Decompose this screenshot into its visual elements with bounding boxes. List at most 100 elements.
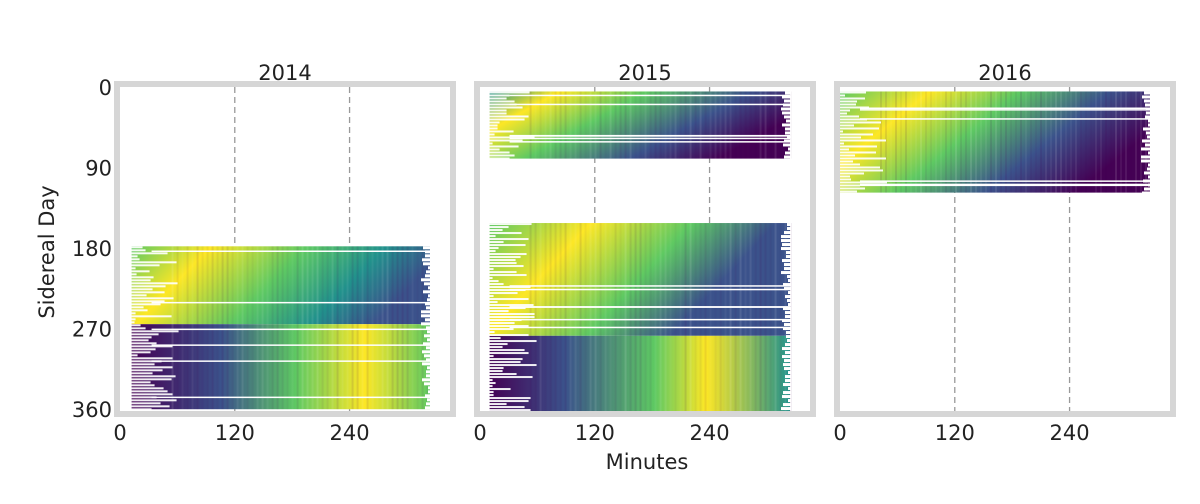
heatmap-stripe xyxy=(574,91,577,159)
heatmap-stripe xyxy=(764,91,767,159)
missing-data-edge xyxy=(1144,99,1151,103)
missing-data-edge xyxy=(130,399,177,402)
missing-data-edge xyxy=(488,109,507,112)
heatmap-stripe xyxy=(286,246,289,410)
heatmap-stripe xyxy=(356,246,359,410)
missing-data-edge xyxy=(488,112,507,115)
heatmap-stripe xyxy=(659,223,662,411)
missing-data-edge xyxy=(130,261,177,264)
missing-data-edge xyxy=(130,297,174,300)
missing-data-edge xyxy=(839,97,865,100)
missing-data-edge xyxy=(423,342,431,346)
missing-data-edge xyxy=(839,169,883,172)
missing-data-edge xyxy=(839,184,860,187)
y-tick-label: 270 xyxy=(72,318,112,342)
missing-data-edge xyxy=(784,155,791,159)
heatmap-stripe xyxy=(191,246,194,410)
heatmap-stripe xyxy=(1080,91,1082,193)
x-tick-label: 0 xyxy=(473,421,486,445)
heatmap-stripe xyxy=(554,223,557,411)
missing-data-edge xyxy=(785,379,791,383)
heatmap-stripe xyxy=(995,91,997,193)
heatmap-stripe xyxy=(649,91,652,159)
heatmap-stripe xyxy=(211,246,214,410)
missing-data-edge xyxy=(424,354,431,358)
heatmap-stripe xyxy=(1055,91,1057,193)
missing-data-edge xyxy=(488,391,494,394)
heatmap-block xyxy=(488,223,792,412)
missing-data-edge xyxy=(784,367,791,371)
missing-data-edge xyxy=(130,264,160,267)
missing-data-edge xyxy=(785,91,791,95)
missing-data-edge xyxy=(1142,191,1151,195)
heatmap-stripe xyxy=(955,91,957,193)
heatmap-stripe xyxy=(614,223,617,411)
heatmap-stripe xyxy=(744,91,747,159)
heatmap-stripe xyxy=(579,223,582,411)
missing-data-edge xyxy=(488,286,531,289)
missing-data-edge xyxy=(130,375,176,378)
missing-data-edge xyxy=(426,346,431,350)
missing-data-edge xyxy=(488,409,531,412)
missing-data-edge xyxy=(426,306,431,310)
heatmap-stripe xyxy=(594,223,597,411)
missing-data-edge xyxy=(130,282,178,285)
missing-data-edge xyxy=(488,388,511,391)
missing-data-gap xyxy=(509,103,790,106)
heatmap-stripe xyxy=(559,223,562,411)
missing-data-edge xyxy=(130,354,138,357)
missing-data-edge xyxy=(783,143,791,147)
heatmap-stripe xyxy=(729,91,732,159)
missing-data-edge xyxy=(130,366,173,369)
missing-data-edge xyxy=(786,335,791,339)
heatmap-stripe xyxy=(604,91,607,159)
missing-data-gap xyxy=(151,396,430,399)
heatmap-stripe xyxy=(381,246,384,410)
missing-data-edge xyxy=(428,294,431,298)
heatmap-stripe xyxy=(759,223,762,411)
missing-data-edge xyxy=(788,371,791,375)
heatmap-stripe xyxy=(634,223,637,411)
heatmap-stripe xyxy=(754,91,757,159)
heatmap-stripe xyxy=(406,246,409,410)
heatmap-stripe xyxy=(554,91,557,159)
heatmap-stripe xyxy=(619,223,622,411)
missing-data-edge xyxy=(488,319,522,322)
heatmap-stripe xyxy=(719,91,722,159)
missing-data-edge xyxy=(130,357,173,360)
missing-data-edge xyxy=(783,327,791,331)
heatmap-stripe xyxy=(1120,91,1122,193)
heatmap-stripe xyxy=(779,91,782,159)
missing-data-edge xyxy=(488,229,503,232)
missing-data-edge xyxy=(784,267,791,271)
heatmap-stripe xyxy=(699,91,702,159)
missing-data-edge xyxy=(781,407,791,411)
missing-data-edge xyxy=(130,252,168,255)
heatmap-stripe xyxy=(331,246,334,410)
missing-data-edge xyxy=(839,160,853,163)
heatmap-stripe xyxy=(935,91,937,193)
missing-data-edge xyxy=(423,262,431,266)
missing-data-edge xyxy=(488,274,527,277)
missing-data-edge xyxy=(488,328,514,331)
missing-data-edge xyxy=(488,148,500,151)
heatmap-stripe xyxy=(749,91,752,159)
missing-data-edge xyxy=(839,166,880,169)
heatmap-stripe xyxy=(391,246,394,410)
x-tick-label: 120 xyxy=(215,421,255,445)
heatmap-stripe xyxy=(1045,91,1047,193)
heatmap-stripe xyxy=(376,246,379,410)
heatmap-stripe xyxy=(709,91,712,159)
missing-data-edge xyxy=(488,244,526,247)
heatmap-stripe xyxy=(749,223,752,411)
missing-data-edge xyxy=(488,283,504,286)
missing-data-gap xyxy=(860,184,1150,187)
missing-data-edge xyxy=(130,372,153,375)
missing-data-edge xyxy=(839,115,859,118)
missing-data-edge xyxy=(130,402,161,405)
missing-data-gap xyxy=(151,301,430,304)
missing-data-edge xyxy=(424,334,431,338)
heatmap-stripe xyxy=(684,223,687,411)
heatmap-stripe xyxy=(985,91,987,193)
heatmap-stripe xyxy=(714,223,717,411)
